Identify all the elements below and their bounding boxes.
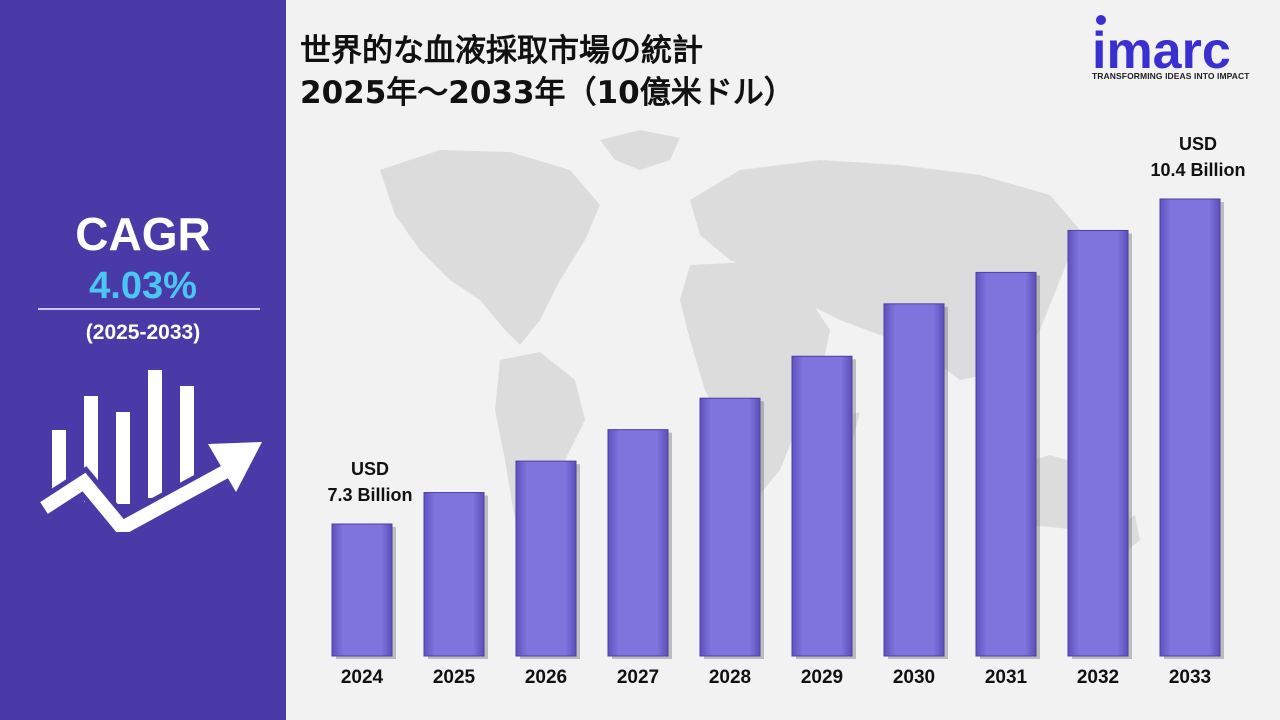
bar-2027 bbox=[607, 429, 669, 657]
x-tick-label-2024: 2024 bbox=[341, 667, 384, 688]
cagr-value: 4.03% bbox=[89, 265, 197, 307]
annotation-2024-line-2: 7.3 Billion bbox=[327, 485, 412, 505]
x-tick-label-2028: 2028 bbox=[709, 667, 751, 688]
annotation-2033-line-2: 10.4 Billion bbox=[1150, 160, 1245, 180]
imarc-wordmark: imarc bbox=[1092, 15, 1231, 74]
chart-title: 世界的な血液採取市場の統計 2025年～2033年（10億米ドル） bbox=[300, 30, 795, 114]
bar-2024 bbox=[331, 523, 393, 657]
cagr-period: (2025-2033) bbox=[85, 321, 201, 344]
x-tick-label-2025: 2025 bbox=[433, 667, 476, 688]
bar-2025 bbox=[423, 492, 485, 657]
bar-2032 bbox=[1067, 229, 1129, 657]
x-tick-label-2032: 2032 bbox=[1077, 667, 1119, 688]
value-annotations: USD 7.3 Billion USD 10.4 Billion bbox=[327, 134, 1245, 505]
bar-chart: 2024 2025 2026 2027 2028 2029 2030 2031 2032 2033… bbox=[327, 130, 1246, 688]
cagr-divider bbox=[38, 308, 260, 310]
bar-2026 bbox=[515, 460, 577, 657]
cagr-label: CAGR bbox=[75, 208, 211, 260]
x-tick-label-2033: 2033 bbox=[1169, 667, 1211, 688]
x-tick-label-2031: 2031 bbox=[985, 667, 1028, 688]
bar-2030 bbox=[883, 303, 945, 657]
x-axis-labels: 2024 2025 2026 2027 2028 2029 2030 2031 2032 2033 bbox=[341, 667, 1211, 688]
bar-2031 bbox=[975, 271, 1037, 657]
bar-2029 bbox=[791, 355, 853, 657]
logo-text: imarc bbox=[1092, 22, 1231, 74]
imarc-logo: imarc TRANSFORMING IDEAS INTO IMPACT bbox=[1092, 12, 1264, 81]
x-tick-label-2030: 2030 bbox=[893, 667, 935, 688]
logo-tagline: TRANSFORMING IDEAS INTO IMPACT bbox=[1092, 71, 1250, 81]
sidebar: CAGR 4.03% (2025-2033) bbox=[0, 0, 286, 720]
annotation-2033-line-1: USD bbox=[1179, 134, 1217, 154]
bar-2033 bbox=[1159, 198, 1221, 657]
title-line-2: 2025年～2033年（10億米ドル） bbox=[300, 75, 795, 111]
x-tick-label-2026: 2026 bbox=[525, 667, 567, 688]
title-line-1: 世界的な血液採取市場の統計 bbox=[300, 33, 703, 69]
annotation-2024-line-1: USD bbox=[351, 459, 389, 479]
x-tick-label-2029: 2029 bbox=[801, 667, 843, 688]
x-tick-label-2027: 2027 bbox=[617, 667, 659, 688]
bar-2028 bbox=[699, 397, 761, 657]
bars-group bbox=[331, 198, 1224, 660]
growth-chart-icon bbox=[40, 370, 262, 532]
